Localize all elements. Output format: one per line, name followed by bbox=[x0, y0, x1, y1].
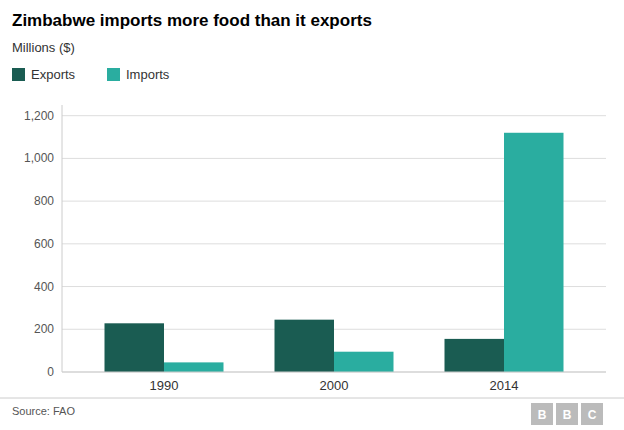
y-tick-label: 200 bbox=[34, 322, 54, 336]
x-tick-label: 2014 bbox=[490, 378, 519, 393]
x-tick-label: 1990 bbox=[150, 378, 179, 393]
footer-rule bbox=[0, 398, 624, 399]
y-tick-label: 800 bbox=[34, 194, 54, 208]
bars bbox=[105, 133, 564, 372]
legend-item: Exports bbox=[12, 67, 76, 82]
title: Zimbabwe imports more food than it expor… bbox=[12, 11, 372, 30]
grid-line bbox=[62, 115, 606, 116]
subtitle: Millions ($) bbox=[12, 40, 75, 55]
legend-label: Imports bbox=[126, 67, 170, 82]
bar bbox=[334, 352, 394, 372]
logo-letter: C bbox=[588, 408, 597, 422]
bar bbox=[164, 362, 224, 372]
source: Source: FAO bbox=[12, 405, 75, 417]
grid-line bbox=[62, 372, 606, 373]
bar bbox=[105, 323, 165, 372]
y-tick-label: 1,000 bbox=[24, 151, 54, 165]
legend-label: Exports bbox=[31, 67, 76, 82]
bar bbox=[445, 339, 505, 372]
legend-swatch bbox=[12, 68, 25, 81]
y-tick-label: 600 bbox=[34, 237, 54, 251]
grid bbox=[62, 116, 606, 372]
x-tick-label: 2000 bbox=[320, 378, 349, 393]
logo-box bbox=[531, 403, 553, 425]
logo-box bbox=[556, 403, 578, 425]
logo-box bbox=[581, 403, 603, 425]
legend-swatch bbox=[107, 68, 120, 81]
bar bbox=[275, 320, 335, 372]
y-tick-label: 1,200 bbox=[24, 109, 54, 123]
y-tick-label: 0 bbox=[47, 365, 54, 379]
y-axis-line bbox=[62, 105, 63, 372]
x-axis-line bbox=[62, 372, 606, 373]
bar bbox=[504, 133, 564, 372]
logo-letter: B bbox=[538, 408, 547, 422]
legend-item: Imports bbox=[107, 67, 170, 82]
y-tick-label: 400 bbox=[34, 280, 54, 294]
logo-letter: B bbox=[563, 408, 572, 422]
chart: Zimbabwe imports more food than it expor… bbox=[0, 0, 624, 430]
